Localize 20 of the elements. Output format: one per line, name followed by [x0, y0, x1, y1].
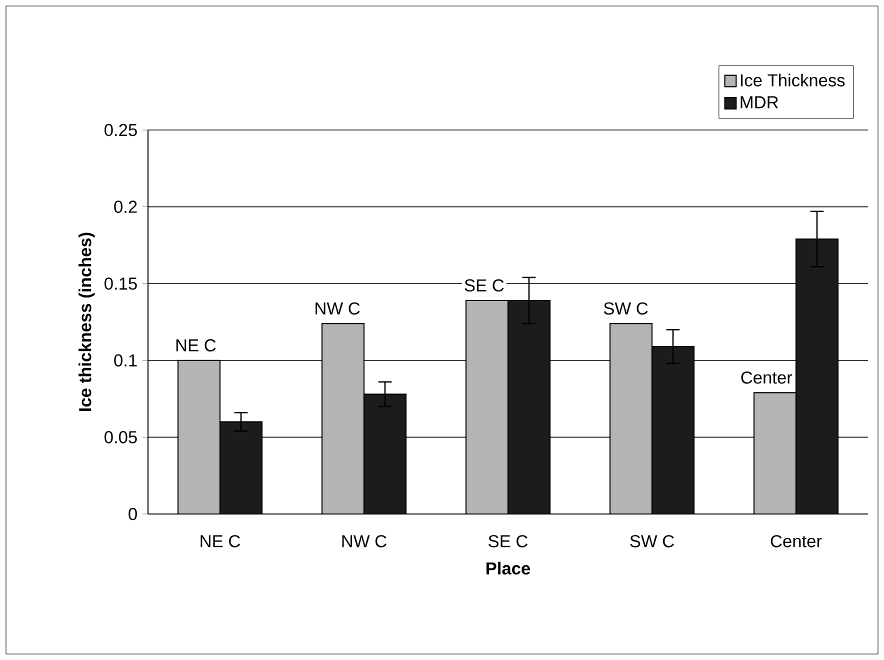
- y-tick-label: 0.15: [104, 277, 137, 290]
- x-tick-label: SW C: [630, 535, 674, 548]
- annotation: NE C: [176, 339, 216, 352]
- annotation: SW C: [604, 302, 648, 315]
- y-tick-label: 0.25: [104, 124, 137, 136]
- x-tick-label: Center: [770, 535, 822, 548]
- annotation: SE C: [464, 279, 504, 292]
- y-tick-label: 0: [128, 508, 137, 520]
- x-axis-title: Place: [486, 562, 530, 575]
- annotation: NW C: [316, 302, 360, 315]
- legend-label: MDR: [740, 96, 778, 108]
- x-tick-label: SE C: [488, 535, 528, 548]
- x-tick-label: NE C: [200, 535, 240, 548]
- y-tick-label: 0.2: [114, 200, 137, 213]
- annotation: Center: [741, 371, 792, 384]
- legend-label: Ice Thickness: [740, 74, 845, 86]
- y-tick-label: 0.1: [114, 354, 137, 367]
- x-tick-label: NW C: [342, 535, 386, 548]
- y-tick-label: 0.05: [104, 431, 137, 444]
- y-axis-title: Ice thickness (inches): [78, 232, 95, 411]
